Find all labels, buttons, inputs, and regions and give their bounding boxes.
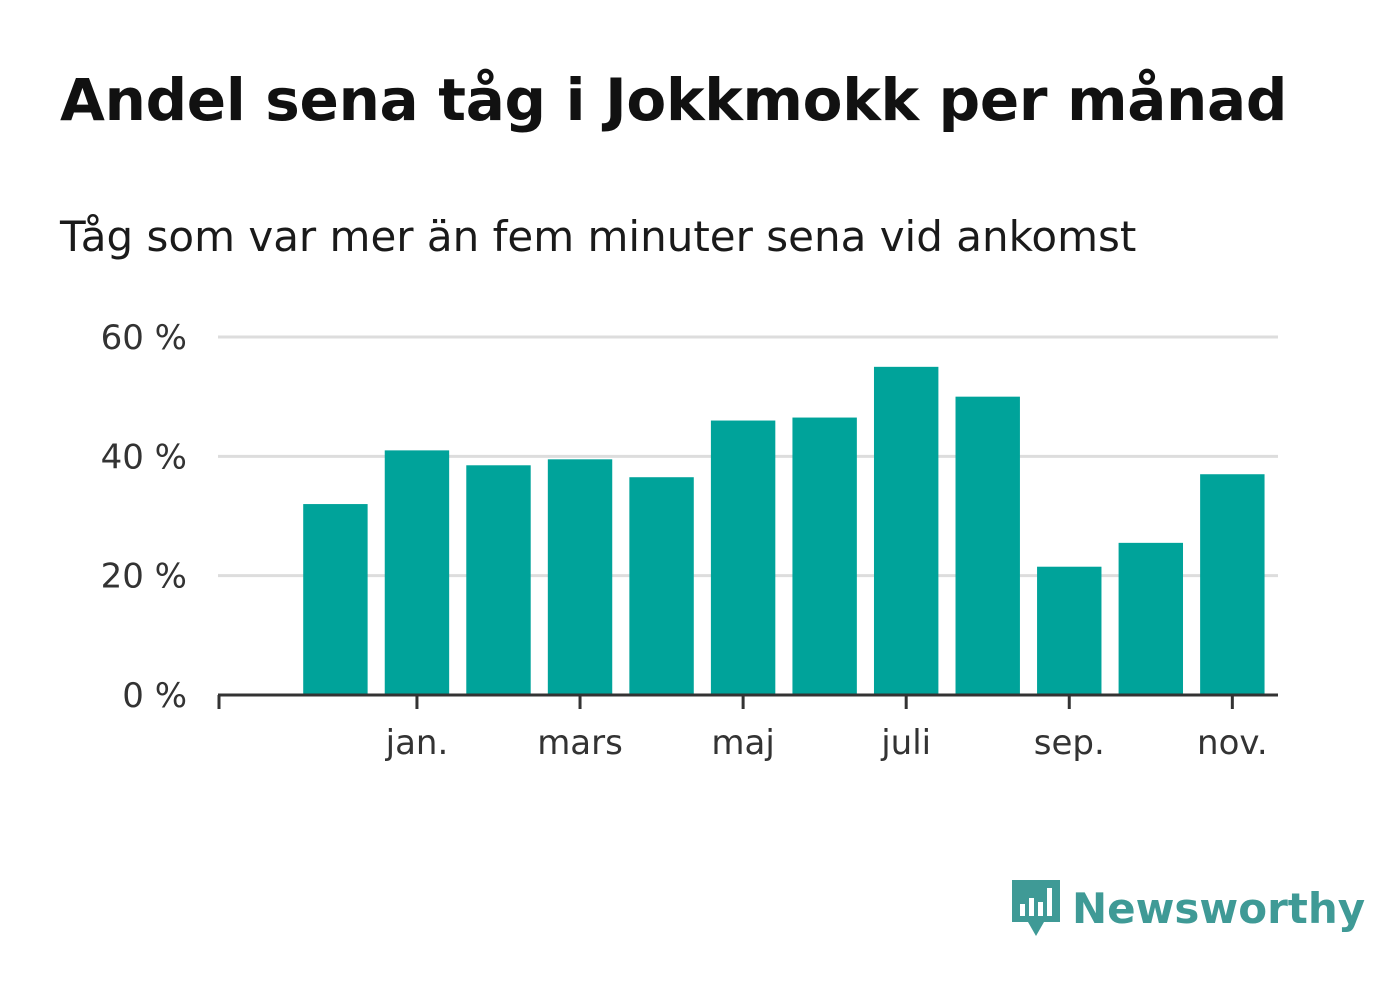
bar xyxy=(792,417,857,695)
bar xyxy=(303,504,368,695)
chart-subtitle: Tåg som var mer än fem minuter sena vid … xyxy=(60,212,1137,261)
bar xyxy=(873,366,939,695)
x-tick-label: jan. xyxy=(385,723,449,763)
brand-logo: Newsworthy xyxy=(1010,878,1365,938)
newsworthy-logo-icon xyxy=(1012,880,1060,936)
x-tick-label: nov. xyxy=(1197,723,1268,763)
bar xyxy=(629,477,694,695)
y-tick-label: 0 % xyxy=(122,676,187,716)
bar xyxy=(466,465,531,695)
x-tick-label: maj xyxy=(711,723,774,763)
x-tick-label: juli xyxy=(880,723,931,763)
y-tick-label: 60 % xyxy=(101,318,187,358)
bar xyxy=(384,450,450,695)
bar xyxy=(1118,542,1184,695)
bar xyxy=(547,459,613,695)
bar xyxy=(1200,474,1265,695)
x-tick-label: sep. xyxy=(1034,723,1105,763)
bar xyxy=(1037,566,1102,695)
bar xyxy=(710,420,776,695)
x-tick-label: mars xyxy=(537,723,623,763)
bar xyxy=(955,396,1020,695)
brand-name: Newsworthy xyxy=(1072,883,1366,933)
chart-title: Andel sena tåg i Jokkmokk per månad xyxy=(60,66,1288,134)
y-tick-label: 20 % xyxy=(101,557,187,597)
y-tick-label: 40 % xyxy=(101,437,187,477)
